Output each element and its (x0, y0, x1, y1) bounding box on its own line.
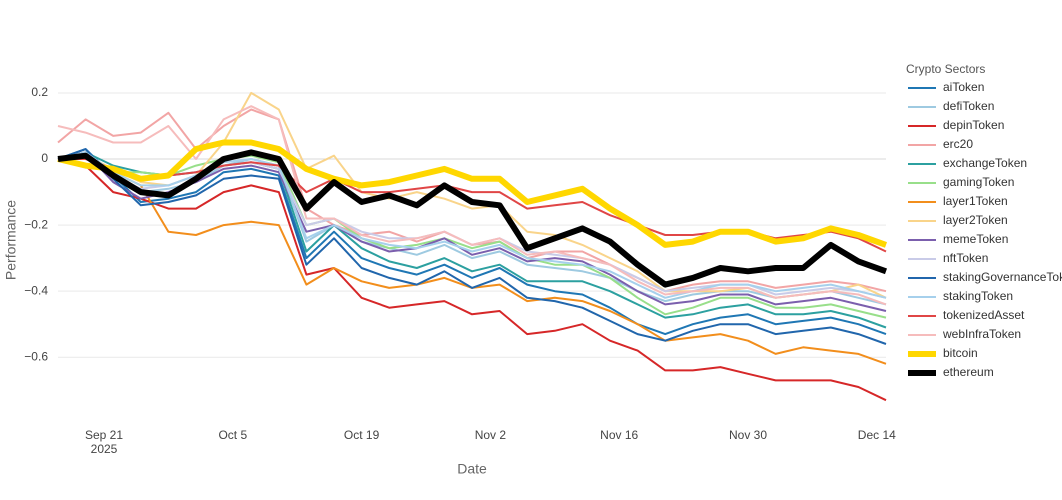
series-line (57, 148, 887, 336)
legend-label: defiToken (943, 99, 994, 113)
legend-label: tokenizedAsset (943, 308, 1025, 322)
x-tick-label: Dec 14 (858, 428, 896, 442)
series-line (57, 154, 887, 319)
legend-label: layer2Token (943, 213, 1008, 227)
y-tick-label: −0.2 (24, 217, 48, 231)
y-tick-label: 0.2 (31, 85, 48, 99)
y-axis-title: Performance (3, 200, 19, 280)
x-tick-label: Nov 2 (475, 428, 507, 442)
legend-label: nftToken (943, 251, 988, 265)
x-tick-label: Sep 21 (85, 428, 123, 442)
legend-label: aiToken (943, 80, 984, 94)
x-axis-title: Date (457, 461, 487, 477)
legend-label: gamingToken (943, 175, 1014, 189)
series-line (57, 151, 887, 306)
y-tick-label: −0.6 (24, 349, 48, 363)
legend-label: stakingToken (943, 289, 1013, 303)
y-tick-label: 0 (41, 151, 48, 165)
x-tick-label: Oct 19 (344, 428, 380, 442)
legend-label: depinToken (943, 118, 1004, 132)
plot-lines (57, 91, 888, 402)
series-line (57, 139, 888, 248)
legend-title: Crypto Sectors (906, 62, 985, 76)
x-tick-label: Nov 16 (600, 428, 638, 442)
series-line (57, 149, 888, 288)
series-line (57, 158, 887, 402)
legend-label: stakingGovernanceToken (943, 270, 1062, 284)
legend-label: layer1Token (943, 194, 1008, 208)
x-tick-label: Oct 5 (218, 428, 247, 442)
x-tick-label: Nov 30 (729, 428, 767, 442)
legend-label: exchangeToken (943, 156, 1027, 170)
series-line (57, 105, 887, 306)
legend-label: webInfraToken (942, 327, 1021, 341)
legend-label: ethereum (943, 365, 994, 379)
series-line (57, 148, 887, 345)
x-year-label: 2025 (91, 442, 118, 456)
legend-label: memeToken (943, 232, 1008, 246)
legend-label: bitcoin (943, 346, 978, 360)
legend-label: erc20 (943, 137, 973, 151)
y-tick-label: −0.4 (24, 283, 48, 297)
